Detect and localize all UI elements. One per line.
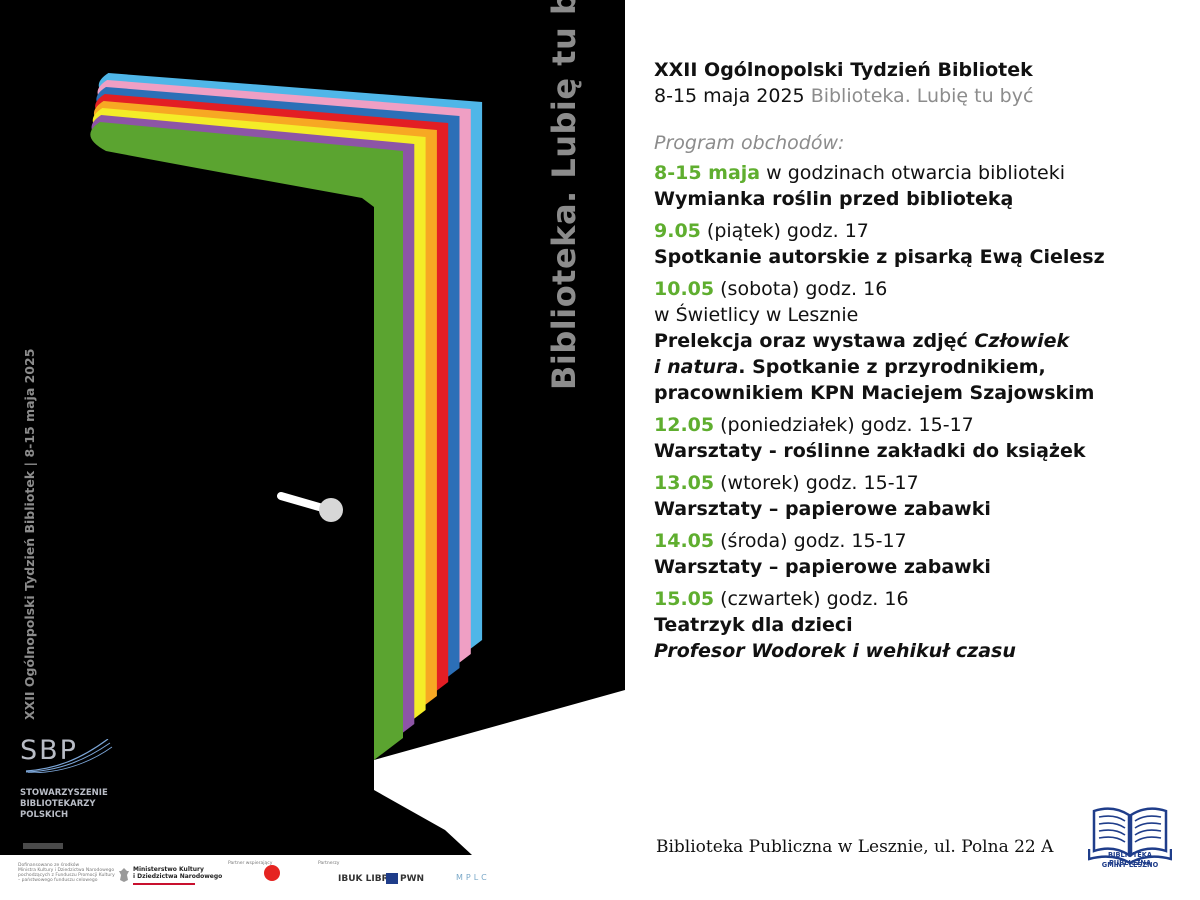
event-when: 8-15 maja w godzinach otwarcia bibliotek… — [654, 160, 1184, 186]
partner-logo-icon — [264, 865, 280, 881]
poster-slogan-vertical: Biblioteka. Lubię tu być — [545, 0, 583, 390]
program-panel: XXII Ogólnopolski Tydzień Bibliotek 8-15… — [654, 57, 1184, 664]
event-detail: (sobota) godz. 16 — [714, 278, 888, 300]
event-poster: Biblioteka. Lubię tu być XXII Ogólnopols… — [0, 0, 625, 900]
funding-line: pochodzących z Funduszu Promocji Kultury — [18, 873, 115, 878]
event-name-italic: Profesor Wodorek i wehikuł czasu — [654, 638, 1184, 664]
event-name: pracownikiem KPN Maciejem Szajowskim — [654, 382, 1095, 404]
event-when: 9.05 (piątek) godz. 17 — [654, 218, 1184, 244]
event-item: 10.05 (sobota) godz. 16 w Świetlicy w Le… — [654, 276, 1184, 406]
door-handle — [277, 492, 330, 513]
event-detail: (piątek) godz. 17 — [700, 220, 869, 242]
event-name: Teatrzyk dla dzieci — [654, 614, 853, 636]
sponsor-strip: Dofinansowano ze środków Ministra Kultur… — [0, 855, 625, 900]
sbp-swoosh-icon — [26, 739, 113, 773]
sbp-name-line: POLSKICH — [20, 810, 69, 820]
program-label: Program obchodów: — [654, 132, 845, 154]
event-date: 14.05 — [654, 530, 715, 552]
sbp-abbrev: SBP — [20, 735, 78, 766]
book-page-stripe — [90, 122, 403, 760]
event-name: Warsztaty – papierowe zabawki — [654, 556, 991, 578]
event-item: 13.05 (wtorek) godz. 15-17 Warsztaty – p… — [654, 470, 1184, 522]
event-detail: (czwartek) godz. 16 — [714, 588, 909, 610]
funding-line: Dofinansowano ze środków — [18, 863, 80, 868]
ministry-logo-text: Ministerstwo Kultury i Dziedzictwa Narod… — [133, 866, 222, 880]
event-item: 8-15 maja w godzinach otwarcia bibliotek… — [654, 160, 1184, 212]
sbp-name-line: BIBLIOTEKARZY — [20, 799, 96, 809]
event-name: Wymianka roślin przed biblioteką — [654, 188, 1014, 210]
mplc-logo: MPLC — [456, 873, 490, 882]
poster-subtitle-vertical: XXII Ogólnopolski Tydzień Bibliotek | 8-… — [22, 348, 37, 720]
partner-label: Partner wspierający — [228, 861, 273, 866]
event-name: Prelekcja oraz wystawa zdjęć Człowiek — [654, 328, 1184, 354]
book-page-stripes — [90, 73, 483, 760]
sbp-logo: SBP STOWARZYSZENIE BIBLIOTEKARZY POLSKIC… — [20, 735, 140, 821]
event-item: 15.05 (czwartek) godz. 16 Teatrzyk dla d… — [654, 586, 1184, 664]
event-when: 10.05 (sobota) godz. 16 — [654, 276, 1184, 302]
event-list: 8-15 maja w godzinach otwarcia bibliotek… — [654, 160, 1184, 664]
event-date: 10.05 — [654, 278, 715, 300]
event-when: 14.05 (środa) godz. 15-17 — [654, 528, 1184, 554]
library-logo-line2: GMINY LESZNO — [1101, 861, 1159, 869]
pwn-logo: PWN — [400, 874, 425, 884]
event-date: 9.05 — [654, 220, 701, 242]
library-logo-line1: BIBLIOTEKA PUBLICZNA — [1108, 851, 1152, 867]
event-name: Spotkanie autorskie z pisarką Ewą Cieles… — [654, 246, 1105, 268]
event-dates: 8-15 maja 2025 — [654, 85, 805, 107]
event-name-part: . Spotkanie z przyrodnikiem, — [738, 356, 1046, 378]
library-address: Biblioteka Publiczna w Lesznie, ul. Poln… — [656, 837, 1054, 857]
event-date: 12.05 — [654, 414, 715, 436]
ministry-logo-bar — [133, 883, 195, 885]
event-location: w Świetlicy w Lesznie — [654, 304, 859, 326]
event-dates-line: 8-15 maja 2025 Biblioteka. Lubię tu być — [654, 83, 1184, 109]
eagle-emblem-icon — [119, 868, 129, 882]
open-book-icon — [1088, 807, 1172, 865]
ministry-line: Ministerstwo Kultury — [133, 866, 204, 873]
door-light-floor — [374, 690, 625, 855]
event-when: 15.05 (czwartek) godz. 16 — [654, 586, 1184, 612]
event-date: 13.05 — [654, 472, 715, 494]
sbp-full-name: STOWARZYSZENIE BIBLIOTEKARZY POLSKICH — [20, 788, 140, 821]
event-name-part: Prelekcja oraz wystawa zdjęć — [654, 330, 975, 352]
event-detail: (poniedziałek) godz. 15-17 — [714, 414, 974, 436]
event-subtitle: Profesor Wodorek i wehikuł czasu — [654, 640, 1016, 662]
event-name: Warsztaty – papierowe zabawki — [654, 498, 991, 520]
sbp-badge — [23, 843, 63, 849]
ministry-line: i Dziedzictwa Narodowego — [133, 873, 223, 880]
event-item: 12.05 (poniedziałek) godz. 15-17 Warszta… — [654, 412, 1184, 464]
event-when: 12.05 (poniedziałek) godz. 15-17 — [654, 412, 1184, 438]
event-title: XXII Ogólnopolski Tydzień Bibliotek — [654, 59, 1033, 81]
funding-line: – państwowego funduszu celowego — [18, 878, 98, 883]
funding-line: Ministra Kultury i Dziedzictwa Narodoweg… — [18, 868, 115, 873]
event-detail: (środa) godz. 15-17 — [714, 530, 907, 552]
event-date: 8-15 maja — [654, 162, 761, 184]
pwn-logo-icon — [386, 873, 398, 884]
event-name-italic: Człowiek — [974, 330, 1070, 352]
event-name-italic: i natura — [654, 356, 739, 378]
event-slogan: Biblioteka. Lubię tu być — [810, 85, 1034, 107]
event-detail: (wtorek) godz. 15-17 — [714, 472, 919, 494]
event-detail: w godzinach otwarcia biblioteki — [760, 162, 1066, 184]
funding-note: Dofinansowano ze środków Ministra Kultur… — [18, 863, 115, 883]
ibuk-libra-logo: IBUK LIBRA — [338, 874, 396, 884]
door-knob — [319, 498, 343, 522]
sbp-name-line: STOWARZYSZENIE — [20, 788, 108, 798]
poster-artwork — [0, 0, 625, 855]
event-name: Warsztaty - roślinne zakładki do książek — [654, 440, 1086, 462]
event-item: 14.05 (środa) godz. 15-17 Warsztaty – pa… — [654, 528, 1184, 580]
event-when: 13.05 (wtorek) godz. 15-17 — [654, 470, 1184, 496]
partners-label: Partnerzy — [318, 861, 340, 866]
event-name: i natura. Spotkanie z przyrodnikiem, — [654, 354, 1184, 380]
event-item: 9.05 (piątek) godz. 17 Spotkanie autorsk… — [654, 218, 1184, 270]
event-date: 15.05 — [654, 588, 715, 610]
